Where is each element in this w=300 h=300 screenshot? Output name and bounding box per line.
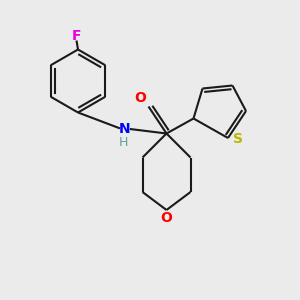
Text: N: N [119,122,130,136]
Text: O: O [134,91,146,104]
Text: S: S [232,133,243,146]
Text: H: H [119,136,129,149]
Text: O: O [160,212,172,225]
Text: F: F [72,29,81,43]
